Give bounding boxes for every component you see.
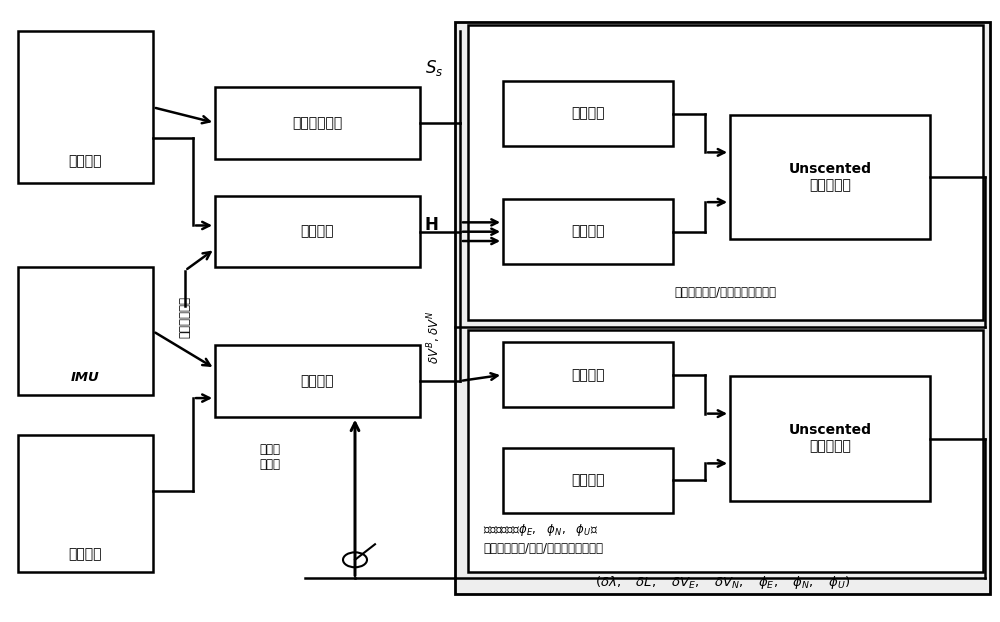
Text: $\delta V^B$, $\delta V^N$: $\delta V^B$, $\delta V^N$ (425, 310, 443, 364)
Bar (215, 87, 420, 159)
Text: 平台失准角（$\phi_E$,   $\phi_N$,   $\phi_U$）: 平台失准角（$\phi_E$, $\phi_N$, $\phi_U$） (483, 522, 598, 538)
Text: 运动时的惯性/视觉/天文组合导航模式: 运动时的惯性/视觉/天文组合导航模式 (483, 542, 603, 555)
Text: IMU: IMU (71, 371, 100, 384)
Text: 捷联解算: 捷联解算 (301, 374, 334, 388)
Bar (18, 267, 153, 395)
Text: 量测模型: 量测模型 (571, 225, 605, 239)
Text: 状态方程: 状态方程 (571, 473, 605, 488)
Text: 星敏感器: 星敏感器 (69, 154, 102, 168)
Bar (215, 196, 420, 267)
Text: 状态方程: 状态方程 (571, 106, 605, 121)
Bar (503, 81, 673, 146)
Text: 双目相机: 双目相机 (69, 547, 102, 561)
Bar (503, 448, 673, 513)
Text: H: H (425, 216, 439, 234)
Text: 天体高度: 天体高度 (301, 225, 334, 239)
Bar (468, 25, 983, 320)
Bar (455, 22, 990, 594)
Bar (503, 342, 673, 407)
Bar (730, 376, 930, 501)
Text: 当地水平方向: 当地水平方向 (178, 296, 192, 338)
Bar (468, 330, 983, 572)
Text: 量测模型: 量测模型 (571, 368, 605, 382)
Bar (18, 31, 153, 183)
Bar (18, 435, 153, 572)
Text: 星光矢量方向: 星光矢量方向 (292, 116, 343, 130)
Bar (215, 345, 420, 417)
Text: Unscented
卡尔曼滤波: Unscented 卡尔曼滤波 (788, 424, 872, 453)
Text: $S_s$: $S_s$ (425, 58, 443, 78)
Text: Unscented
卡尔曼滤波: Unscented 卡尔曼滤波 (788, 162, 872, 192)
Text: 静止时的惯性/天文组合导航模式: 静止时的惯性/天文组合导航模式 (674, 285, 776, 299)
Bar (503, 199, 673, 264)
Bar (730, 115, 930, 239)
Text: 输出导
航信息: 输出导 航信息 (260, 443, 280, 471)
Text: $(\delta\lambda,\ \ \ \delta L,\ \ \ \delta V_E,\ \ \ \delta V_N,\ \ \ \phi_E,\ : $(\delta\lambda,\ \ \ \delta L,\ \ \ \de… (595, 574, 850, 591)
